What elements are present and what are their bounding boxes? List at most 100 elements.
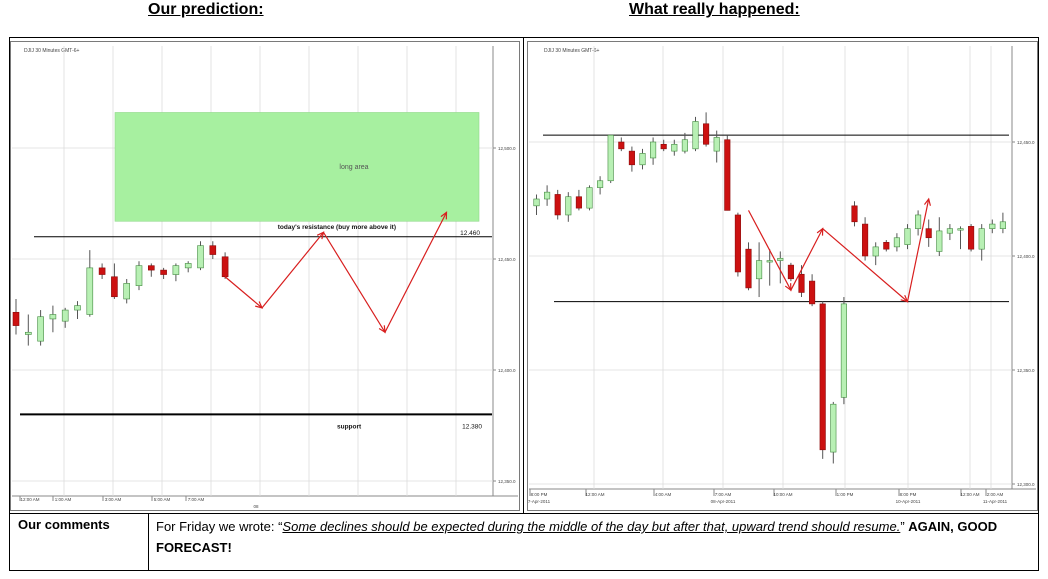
bearish-candle xyxy=(925,228,932,239)
x-date-label: 7-Apr-2011 xyxy=(528,499,551,504)
bearish-candle xyxy=(12,311,20,326)
bullish-candle xyxy=(123,283,130,300)
bullish-candle xyxy=(713,137,720,152)
actual-arrowhead xyxy=(900,294,909,303)
bullish-candle xyxy=(936,230,943,252)
y-tick-label: 12,350.0 xyxy=(1017,368,1035,373)
bearish-candle xyxy=(883,242,890,250)
bullish-candle xyxy=(957,228,964,231)
long-area-label: long area xyxy=(339,164,368,171)
bullish-candle xyxy=(999,221,1006,229)
forecast-emphasis: AGAIN, GOOD FORECAST! xyxy=(156,519,998,555)
bullish-candle xyxy=(756,260,763,280)
bullish-candle xyxy=(172,265,180,275)
forecast-arrowhead xyxy=(440,211,448,220)
bearish-candle xyxy=(148,265,155,271)
bearish-candle xyxy=(98,267,106,275)
x-sub-label: 08 xyxy=(253,504,259,509)
bullish-candle xyxy=(49,314,57,320)
bullish-candle xyxy=(74,305,81,311)
bullish-candle xyxy=(197,245,204,269)
actual-heading: What really happened: xyxy=(629,1,800,18)
column-divider xyxy=(523,37,524,514)
bullish-candle xyxy=(184,263,192,269)
bearish-candle xyxy=(745,248,752,289)
bearish-candle xyxy=(819,303,826,451)
bullish-candle xyxy=(607,134,614,182)
x-date-label: 08-Apr-2011 xyxy=(711,499,736,504)
actual-arrowhead xyxy=(923,197,931,206)
y-tick-label: 12,350.0 xyxy=(498,479,516,484)
comparison-table xyxy=(9,37,1039,571)
long-area-zone xyxy=(114,112,480,222)
bullish-candle xyxy=(533,198,540,207)
x-tick-label: 4:00 AM xyxy=(655,492,672,497)
bullish-candle xyxy=(840,303,847,398)
x-tick-label: 7:00 AM xyxy=(188,497,205,502)
prediction-chart: DJIJ 30 Minutes GMT-6+ 12,500.0 12,450.0 12… xyxy=(10,41,520,511)
bullish-candle xyxy=(989,223,996,229)
bearish-candle xyxy=(160,269,167,275)
prediction-heading: Our prediction: xyxy=(148,1,264,18)
bearish-candle xyxy=(554,194,561,216)
bullish-candle xyxy=(915,214,922,229)
bullish-candle xyxy=(692,121,699,150)
comment-divider xyxy=(148,513,149,571)
bullish-candle xyxy=(650,141,657,159)
actual-chart: DJIJ 30 Minutes GMT-6+ 12,450.0 12,400.0 12… xyxy=(527,41,1038,511)
y-tick-label: 12,400.0 xyxy=(498,368,516,373)
resistance-value: 12.460 xyxy=(460,230,480,237)
chart-header: DJIJ 30 Minutes GMT-6+ xyxy=(24,48,80,54)
y-tick-label: 12,300.0 xyxy=(1017,482,1035,487)
x-date-label: 10-Apr-2011 xyxy=(896,499,921,504)
x-tick-label: 8:00 PM xyxy=(900,492,917,497)
resistance-annotation: today's resistance (buy more above it) xyxy=(278,224,396,231)
x-tick-label: 2:00 AM xyxy=(987,492,1004,497)
bullish-candle xyxy=(777,257,784,261)
bullish-candle xyxy=(544,191,551,200)
forecast-arrowhead xyxy=(255,301,264,309)
x-tick-label: 12:00 AM xyxy=(20,497,39,502)
bullish-candle xyxy=(671,143,678,152)
x-tick-label: 5:00 AM xyxy=(154,497,171,502)
x-date-label: 11-Apr-2011 xyxy=(983,499,1008,504)
forecast-arrowhead xyxy=(316,231,325,240)
chart-header: DJIJ 30 Minutes GMT-6+ xyxy=(544,48,600,54)
bullish-candle xyxy=(25,331,32,335)
x-tick-label: 7:00 AM xyxy=(715,492,732,497)
bullish-candle xyxy=(904,228,911,245)
bearish-candle xyxy=(628,150,635,166)
x-tick-label: 12:00 AM xyxy=(585,492,604,497)
x-tick-label: 8:00 PM xyxy=(531,492,548,497)
actual-arrowhead xyxy=(816,227,824,236)
bearish-candle xyxy=(809,280,816,305)
x-tick-label: 3:00 AM xyxy=(105,497,122,502)
bearish-candle xyxy=(968,226,975,250)
row-divider xyxy=(9,513,1039,514)
bullish-candle xyxy=(61,309,69,322)
bullish-candle xyxy=(37,316,44,342)
bullish-candle xyxy=(565,196,572,216)
bullish-candle xyxy=(893,237,900,248)
support-value: 12.380 xyxy=(462,423,482,430)
bearish-candle xyxy=(575,196,582,209)
bullish-candle xyxy=(872,246,879,257)
bearish-candle xyxy=(618,141,625,150)
comments-text: For Friday we wrote: “Some declines shou… xyxy=(156,519,998,555)
forecast-quote: Some declines should be expected during … xyxy=(282,519,901,534)
bullish-candle xyxy=(946,228,953,234)
bullish-candle xyxy=(597,180,604,188)
x-tick-label: 1:00 PM xyxy=(837,492,854,497)
bullish-candle xyxy=(86,267,94,315)
bearish-candle xyxy=(798,273,805,293)
y-tick-label: 12,450.0 xyxy=(1017,140,1035,145)
x-tick-label: 10:00 AM xyxy=(773,492,792,497)
bullish-candle xyxy=(978,228,985,250)
y-tick-label: 12,450.0 xyxy=(498,257,516,262)
bearish-candle xyxy=(851,205,858,223)
bullish-candle xyxy=(639,153,646,166)
bearish-candle xyxy=(734,214,741,273)
forecast-arrowhead xyxy=(378,325,386,334)
bearish-candle xyxy=(703,123,710,145)
x-tick-label: 12:00 AM xyxy=(960,492,979,497)
